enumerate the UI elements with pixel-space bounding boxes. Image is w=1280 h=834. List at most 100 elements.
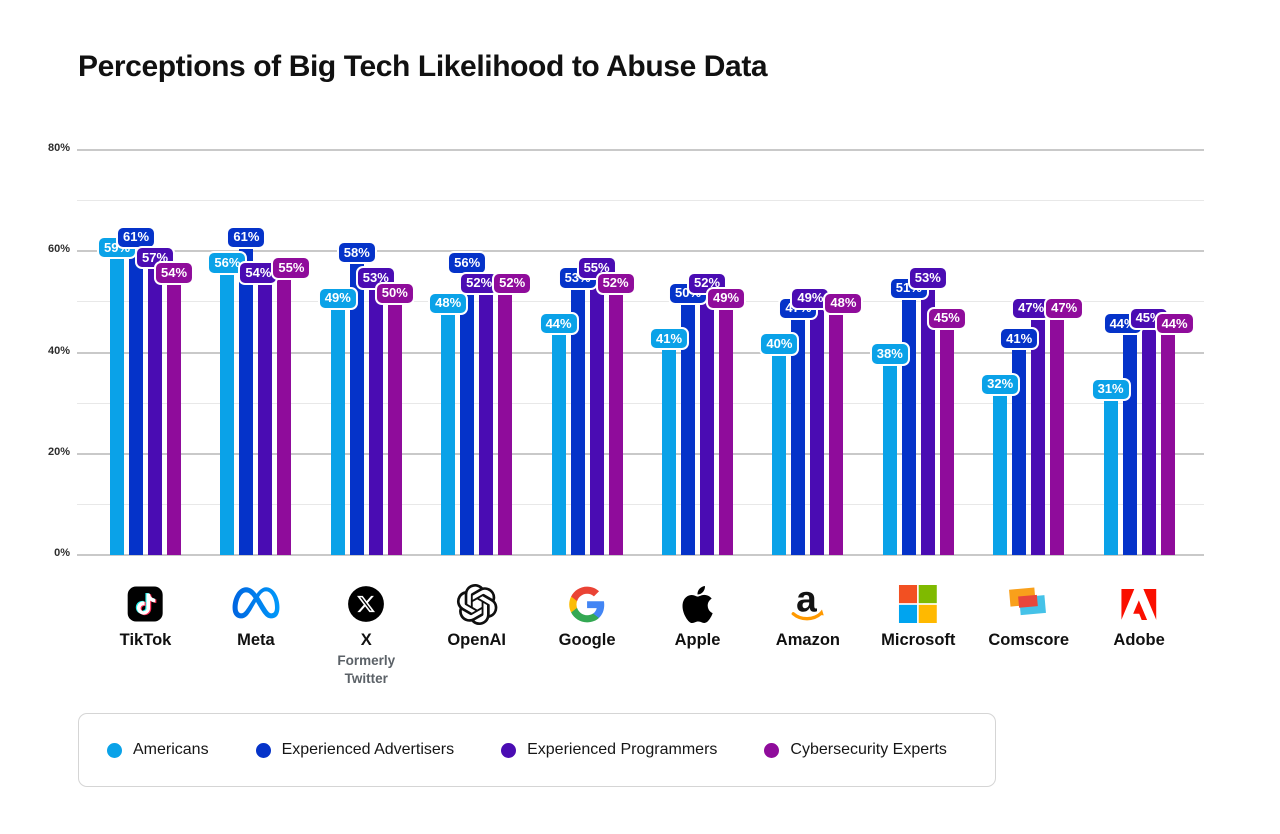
bar-value-label: 50% (374, 281, 415, 305)
gridline-80 (77, 149, 1204, 151)
bar-value-label: 58% (336, 241, 377, 265)
bar-value-label: 48% (823, 291, 864, 315)
y-axis-tick: 0% (54, 547, 70, 559)
bar-value-label: 49% (790, 286, 831, 310)
company-label: Apple (674, 631, 721, 649)
bar-microsoft-1 (882, 362, 897, 555)
comscore-logo-icon (1005, 580, 1052, 628)
bar-apple-4 (719, 306, 733, 555)
bar-google-1 (551, 332, 566, 555)
bar-adobe-2 (1122, 332, 1137, 555)
bar-value-label: 44% (538, 312, 579, 336)
company-label: Amazon (775, 631, 840, 649)
legend-item-experienced-advertisers: Experienced Advertisers (255, 741, 455, 759)
bar-amazon-4 (829, 312, 844, 555)
gridline-10 (77, 503, 1204, 505)
bar-value-label: 52% (492, 271, 533, 295)
x-logo-icon (346, 580, 386, 628)
legend: Americans Experienced Advertisers Experien… (78, 713, 996, 787)
bar-amazon-2 (791, 317, 806, 555)
gridline-70 (77, 200, 1204, 202)
svg-text:a: a (797, 583, 818, 619)
bar-apple-1 (662, 347, 676, 555)
legend-item-experienced-programmers: Experienced Programmers (501, 741, 717, 759)
chart-plot: 0% 20% 40% 60% 80% 59% 61% 57% 54% 56% 61% 54% 55% 49… (48, 142, 1204, 559)
company-microsoft: Microsoft (881, 580, 955, 650)
company-apple: Apple (674, 580, 721, 650)
bar-tiktok-4 (167, 281, 181, 555)
legend-item-cybersecurity-experts: Cybersecurity Experts (764, 741, 947, 759)
bar-openai-1 (441, 312, 456, 555)
legend-dot (107, 742, 122, 758)
bar-microsoft-4 (939, 327, 954, 555)
meta-logo-icon (232, 580, 280, 628)
bar-google-2 (570, 286, 585, 555)
bar-value-label: 41% (999, 327, 1040, 351)
bar-comscore-2 (1012, 347, 1027, 555)
bar-meta-1 (220, 271, 235, 555)
legend-dot (255, 742, 271, 758)
bar-meta-2 (239, 246, 254, 555)
bar-value-label: 56% (447, 251, 488, 275)
bar-value-label: 56% (207, 251, 248, 275)
legend-dot (764, 742, 780, 758)
bar-value-label: 31% (1090, 377, 1131, 402)
legend-item-label: Experienced Advertisers (281, 741, 455, 758)
bar-amazon-1 (772, 352, 787, 555)
bar-amazon-3 (810, 306, 825, 555)
bar-value-label: 47% (1011, 296, 1052, 321)
bar-x-4 (387, 301, 402, 555)
y-axis-tick: 80% (47, 142, 70, 154)
gridline-50 (77, 301, 1204, 303)
bar-value-label: 48% (428, 291, 469, 315)
bar-comscore-1 (993, 393, 1008, 555)
legend-item-americans: Americans (107, 741, 209, 759)
bar-value-label: 61% (226, 225, 267, 250)
company-meta: Meta (232, 580, 280, 650)
bar-google-4 (608, 291, 623, 555)
bar-apple-3 (700, 291, 714, 555)
bar-value-label: 47% (1044, 296, 1085, 321)
bar-value-label: 61% (115, 225, 157, 250)
legend-dot (501, 742, 517, 758)
bar-value-label: 55% (271, 256, 312, 280)
bar-comscore-3 (1031, 317, 1046, 555)
bar-adobe-3 (1141, 327, 1156, 555)
company-label: OpenAI (447, 631, 507, 649)
adobe-logo-icon (1121, 580, 1157, 628)
bar-value-label: 52% (595, 271, 636, 295)
bar-tiktok-2 (129, 246, 143, 555)
bar-openai-3 (479, 291, 494, 555)
bar-value-label: 54% (153, 261, 195, 285)
bar-value-label: 41% (648, 327, 690, 351)
bar-value-label: 32% (980, 372, 1021, 396)
company-label: Microsoft (881, 631, 956, 649)
legend-item-label: Experienced Programmers (527, 741, 718, 758)
gridline-60 (77, 250, 1204, 253)
bar-x-3 (368, 286, 383, 555)
bar-google-3 (589, 276, 604, 555)
gridline-0 (77, 554, 1204, 556)
bar-comscore-4 (1050, 317, 1065, 555)
company-label: Meta (237, 631, 275, 649)
bar-adobe-1 (1103, 398, 1118, 555)
bar-tiktok-1 (110, 256, 124, 555)
legend-item-label: Cybersecurity Experts (790, 741, 947, 758)
chart-title: Perceptions of Big Tech Likelihood to Ab… (78, 50, 768, 83)
company-label: X (360, 631, 372, 649)
company-label: Google (558, 631, 616, 649)
y-axis-tick: 60% (47, 243, 70, 256)
company-label: TikTok (119, 631, 172, 649)
bar-x-2 (349, 261, 364, 555)
bar-x-1 (330, 306, 345, 555)
bar-meta-3 (258, 281, 273, 555)
gridline-20 (77, 452, 1204, 455)
company-google: Google (559, 580, 616, 650)
company-tiktok: TikTok (119, 580, 172, 650)
google-logo-icon (568, 580, 607, 628)
gridline-40 (77, 351, 1204, 354)
company-label: Adobe (1113, 631, 1165, 649)
apple-logo-icon (679, 580, 716, 628)
bar-tiktok-3 (148, 266, 162, 555)
